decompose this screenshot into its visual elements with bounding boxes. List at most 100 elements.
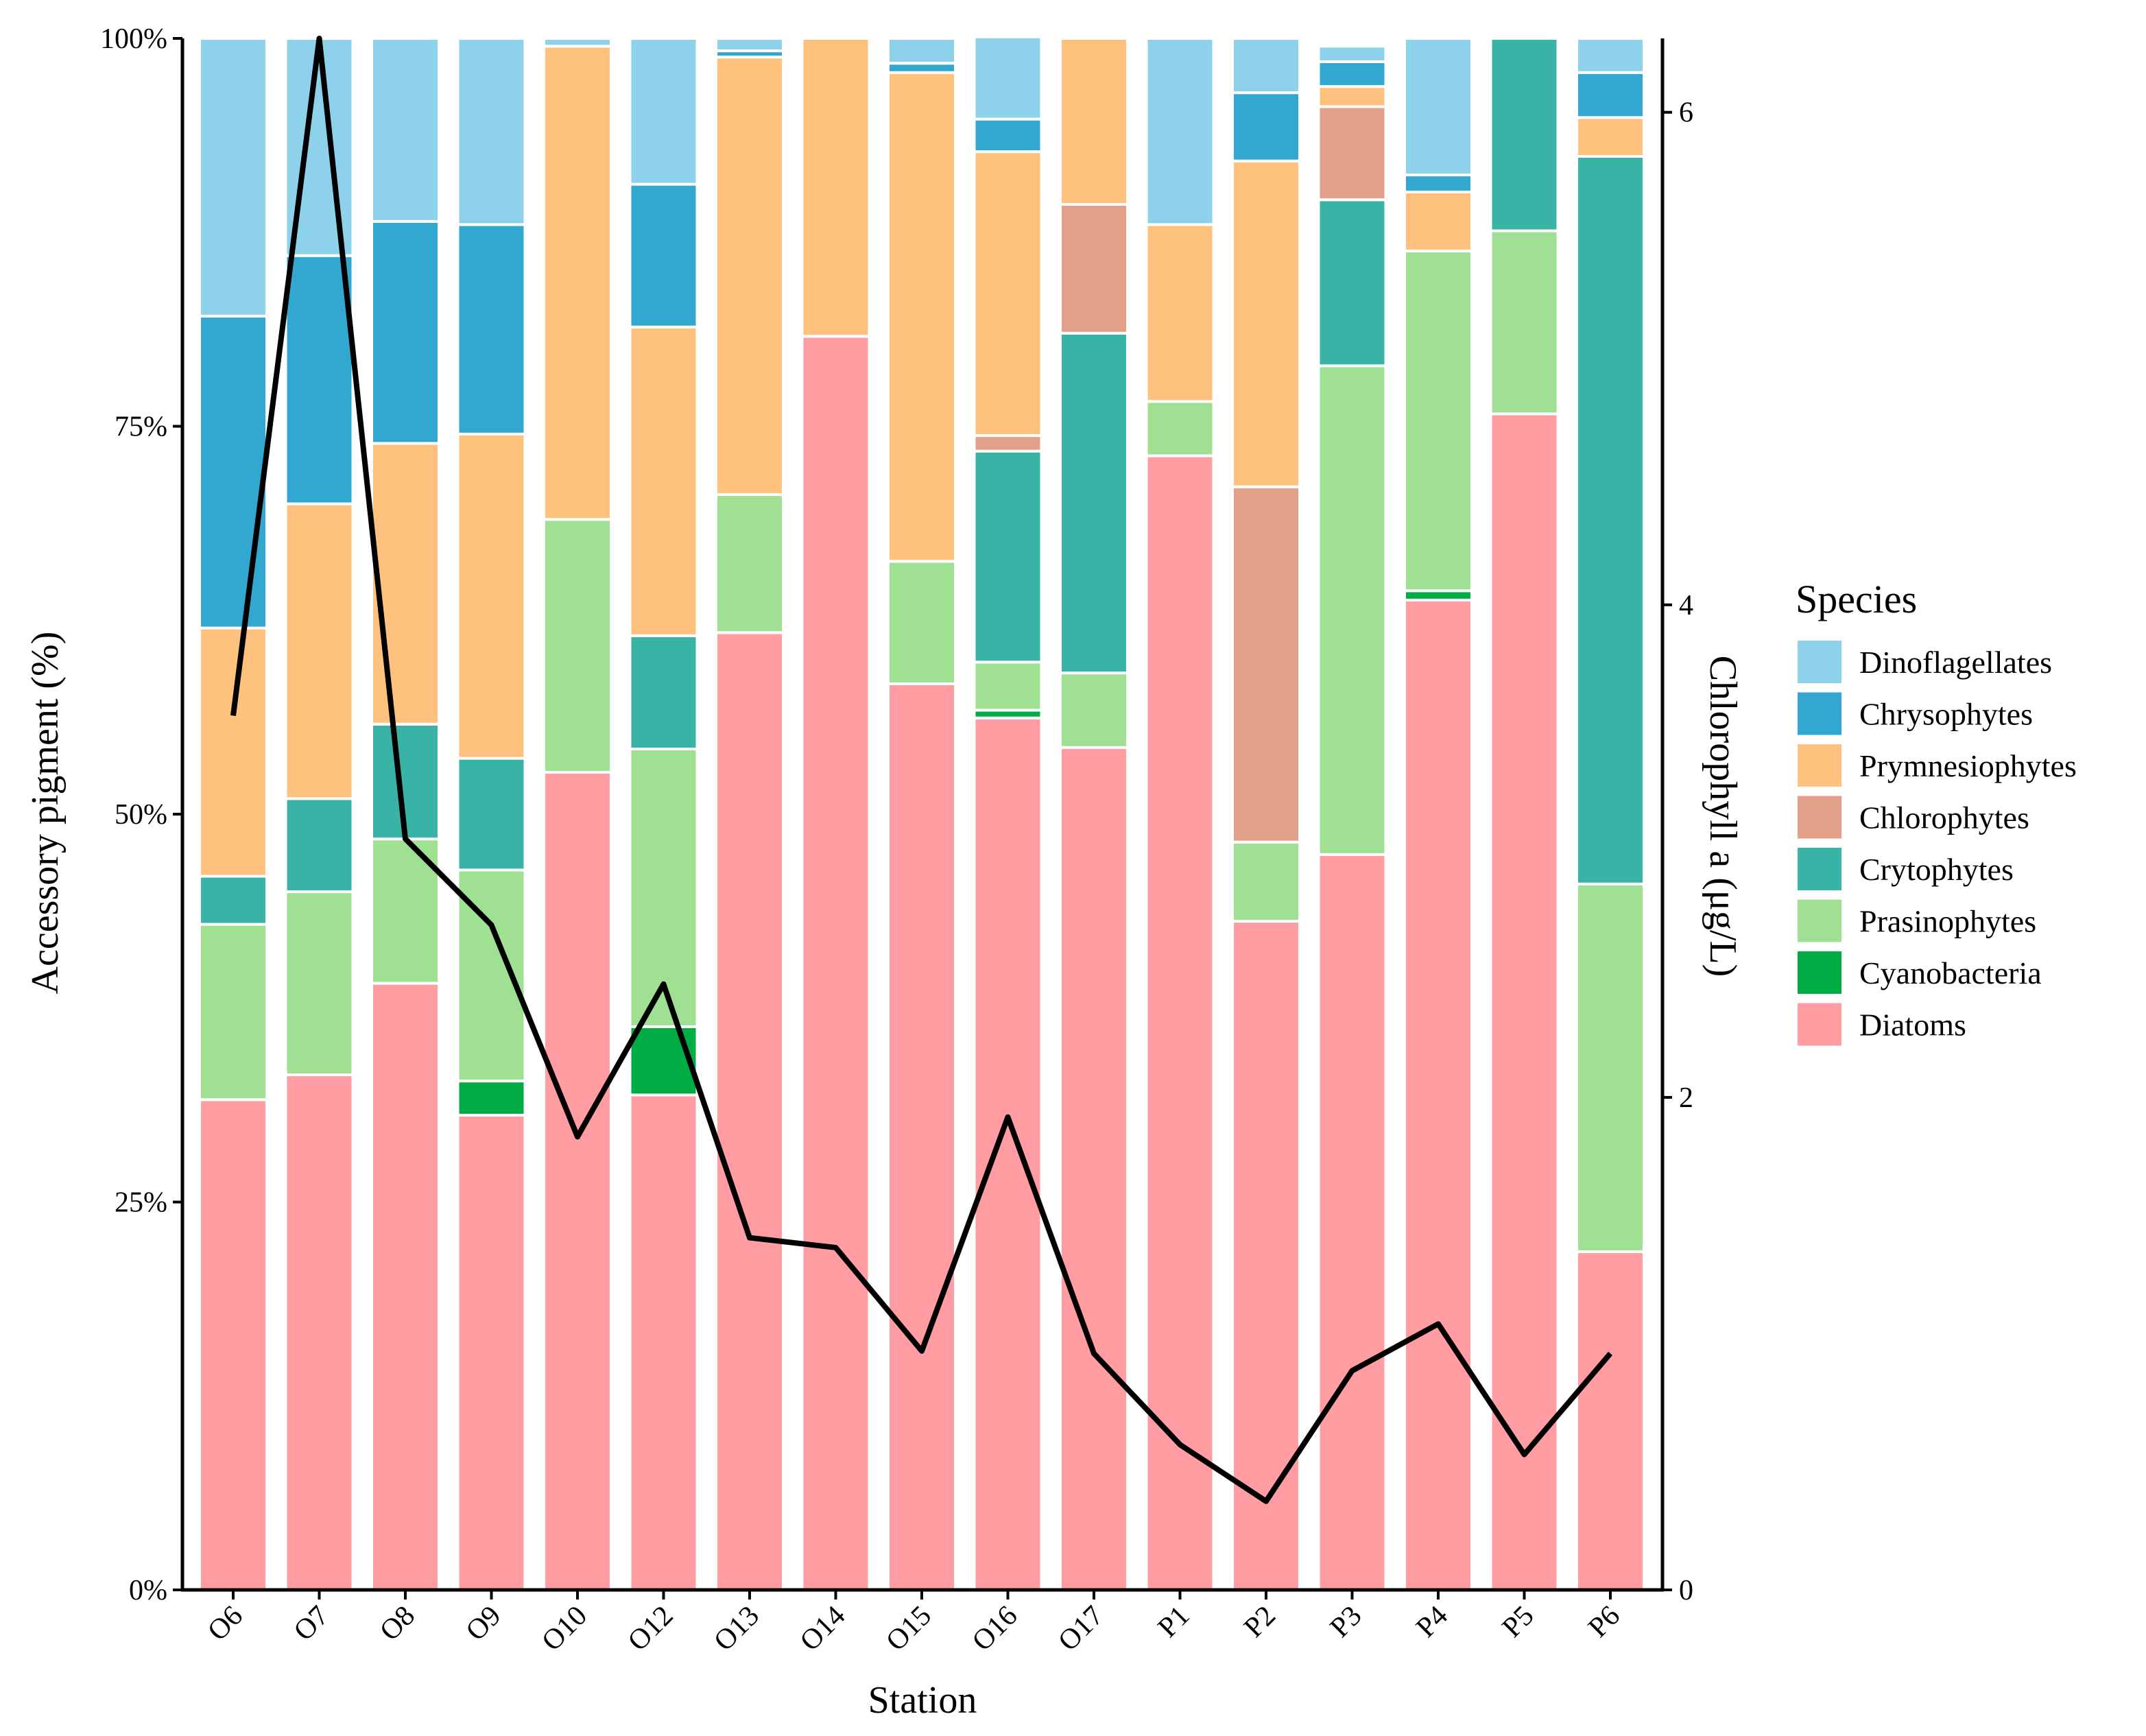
y-tick-label: 100% bbox=[100, 23, 167, 55]
x-tick-label-p4: P4 bbox=[1410, 1600, 1454, 1644]
bar-o6-diatoms bbox=[198, 1098, 268, 1591]
bar-o8-dinoflagellates bbox=[370, 37, 440, 223]
bar-o9-prymnesiophytes bbox=[456, 432, 527, 760]
legend-label-chlorophytes: Chlorophytes bbox=[1859, 800, 2029, 835]
y2-tick-label: 0 bbox=[1679, 1575, 1693, 1606]
x-tick-label-p5: P5 bbox=[1497, 1600, 1540, 1644]
x-axis-title: Station bbox=[868, 1679, 977, 1722]
y-tick-label: 75% bbox=[115, 412, 167, 443]
legend-label-crytophytes: Crytophytes bbox=[1859, 852, 2014, 887]
bar-o12-dinoflagellates bbox=[628, 37, 699, 186]
bar-p4-cyanobacteria bbox=[1403, 589, 1473, 602]
bar-o6-chrysophytes bbox=[198, 314, 268, 630]
bar-o9-dinoflagellates bbox=[456, 37, 527, 226]
x-tick-label-o10: O10 bbox=[536, 1600, 593, 1658]
bar-o17-chlorophytes bbox=[1059, 203, 1129, 335]
bar-o17-prasinophytes bbox=[1059, 671, 1129, 749]
bar-o7-crytophytes bbox=[284, 797, 355, 894]
y-axis-title: Accessory pigment (%) bbox=[24, 632, 67, 995]
y-tick-label: 0% bbox=[129, 1575, 167, 1606]
bar-o10-diatoms bbox=[543, 770, 612, 1591]
bar-o12-diatoms bbox=[628, 1093, 699, 1591]
bar-o6-dinoflagellates bbox=[198, 37, 268, 318]
bar-p4-diatoms bbox=[1403, 598, 1473, 1591]
y-tick-label: 50% bbox=[115, 799, 167, 831]
x-tick-label-o15: O15 bbox=[880, 1600, 938, 1658]
bar-p6-dinoflagellates bbox=[1575, 37, 1645, 74]
bar-o8-chrysophytes bbox=[370, 219, 440, 445]
axes-layer bbox=[173, 37, 1672, 1600]
bar-p5-diatoms bbox=[1489, 412, 1560, 1591]
bar-o16-chlorophytes bbox=[973, 434, 1043, 453]
legend: Species Dinoflagellates Chrysophytes Prymn… bbox=[1796, 577, 2077, 1046]
bar-o13-prymnesiophytes bbox=[715, 56, 785, 497]
y2-tick-label: 2 bbox=[1679, 1082, 1693, 1114]
bar-p4-prymnesiophytes bbox=[1403, 190, 1473, 252]
bar-o13-dinoflagellates bbox=[715, 37, 785, 53]
x-tick-label-o6: O6 bbox=[202, 1600, 249, 1648]
y-tick-label: 25% bbox=[115, 1187, 167, 1219]
x-tick-label-p3: P3 bbox=[1324, 1600, 1368, 1644]
bar-o10-prymnesiophytes bbox=[543, 45, 612, 521]
bar-o7-diatoms bbox=[284, 1073, 355, 1591]
bar-o12-chrysophytes bbox=[628, 182, 699, 329]
chlorophyll-line bbox=[230, 36, 1613, 1504]
bar-p3-prymnesiophytes bbox=[1317, 85, 1387, 108]
x-tick-label-o13: O13 bbox=[708, 1600, 765, 1658]
bar-p3-crytophytes bbox=[1317, 198, 1387, 368]
x-tick-label-p6: P6 bbox=[1582, 1600, 1626, 1644]
bar-p6-prasinophytes bbox=[1575, 882, 1645, 1253]
bar-o9-chrysophytes bbox=[456, 223, 527, 436]
x-tick-label-o7: O7 bbox=[288, 1600, 335, 1648]
bar-o10-prasinophytes bbox=[543, 518, 612, 774]
bar-p6-prymnesiophytes bbox=[1575, 116, 1645, 158]
x-tick-label-o8: O8 bbox=[374, 1600, 421, 1648]
bar-o17-diatoms bbox=[1059, 746, 1129, 1591]
bar-o12-prymnesiophytes bbox=[628, 325, 699, 637]
bar-o17-prymnesiophytes bbox=[1059, 37, 1129, 206]
bar-o6-prymnesiophytes bbox=[198, 626, 268, 878]
bar-p6-crytophytes bbox=[1575, 154, 1645, 885]
legend-label-diatoms: Diatoms bbox=[1859, 1008, 1966, 1043]
y2-axis-title: Chlorophyll a (μg/L) bbox=[1702, 656, 1744, 977]
bar-o15-prasinophytes bbox=[887, 560, 957, 685]
legend-swatch-cyanobacteria bbox=[1798, 951, 1841, 994]
bar-o8-diatoms bbox=[370, 982, 440, 1591]
bar-o10-dinoflagellates bbox=[543, 37, 612, 48]
legend-swatch-prasinophytes bbox=[1798, 899, 1841, 942]
bar-o7-chrysophytes bbox=[284, 254, 355, 506]
bar-p2-prymnesiophytes bbox=[1231, 159, 1301, 488]
bar-o16-chrysophytes bbox=[973, 117, 1043, 154]
y2-tick-label: 4 bbox=[1679, 590, 1693, 621]
bar-p3-diatoms bbox=[1317, 853, 1387, 1591]
bar-o9-diatoms bbox=[456, 1113, 527, 1591]
y2-tick-label: 6 bbox=[1679, 97, 1693, 129]
bar-o7-prymnesiophytes bbox=[284, 502, 355, 800]
bar-p3-prasinophytes bbox=[1317, 364, 1387, 856]
legend-swatch-dinoflagellates bbox=[1798, 641, 1841, 683]
bar-p3-chlorophytes bbox=[1317, 105, 1387, 202]
x-tick-label-o9: O9 bbox=[460, 1600, 508, 1648]
bar-o16-prymnesiophytes bbox=[973, 150, 1043, 438]
bar-o7-prasinophytes bbox=[284, 890, 355, 1077]
line-layer bbox=[230, 36, 1613, 1504]
bar-o9-cyanobacteria bbox=[456, 1080, 527, 1117]
bar-o6-prasinophytes bbox=[198, 923, 268, 1102]
bar-p4-prasinophytes bbox=[1403, 249, 1473, 593]
x-tick-label-p1: P1 bbox=[1152, 1600, 1196, 1644]
bar-p4-chrysophytes bbox=[1403, 174, 1473, 193]
bar-o12-crytophytes bbox=[628, 634, 699, 750]
bar-p1-prymnesiophytes bbox=[1145, 223, 1215, 403]
bar-o16-dinoflagellates bbox=[973, 35, 1043, 121]
bar-p3-dinoflagellates bbox=[1317, 45, 1387, 63]
legend-label-prasinophytes: Prasinophytes bbox=[1859, 904, 2036, 939]
x-tick-label-o12: O12 bbox=[622, 1600, 680, 1658]
bar-p5-crytophytes bbox=[1489, 37, 1560, 233]
bar-o9-crytophytes bbox=[456, 757, 527, 872]
x-tick-label-p2: P2 bbox=[1238, 1600, 1282, 1644]
bar-p2-chrysophytes bbox=[1231, 91, 1301, 163]
bar-p1-dinoflagellates bbox=[1145, 37, 1215, 226]
bar-o16-diatoms bbox=[973, 716, 1043, 1591]
legend-label-prymnesiophytes: Prymnesiophytes bbox=[1859, 748, 2077, 783]
